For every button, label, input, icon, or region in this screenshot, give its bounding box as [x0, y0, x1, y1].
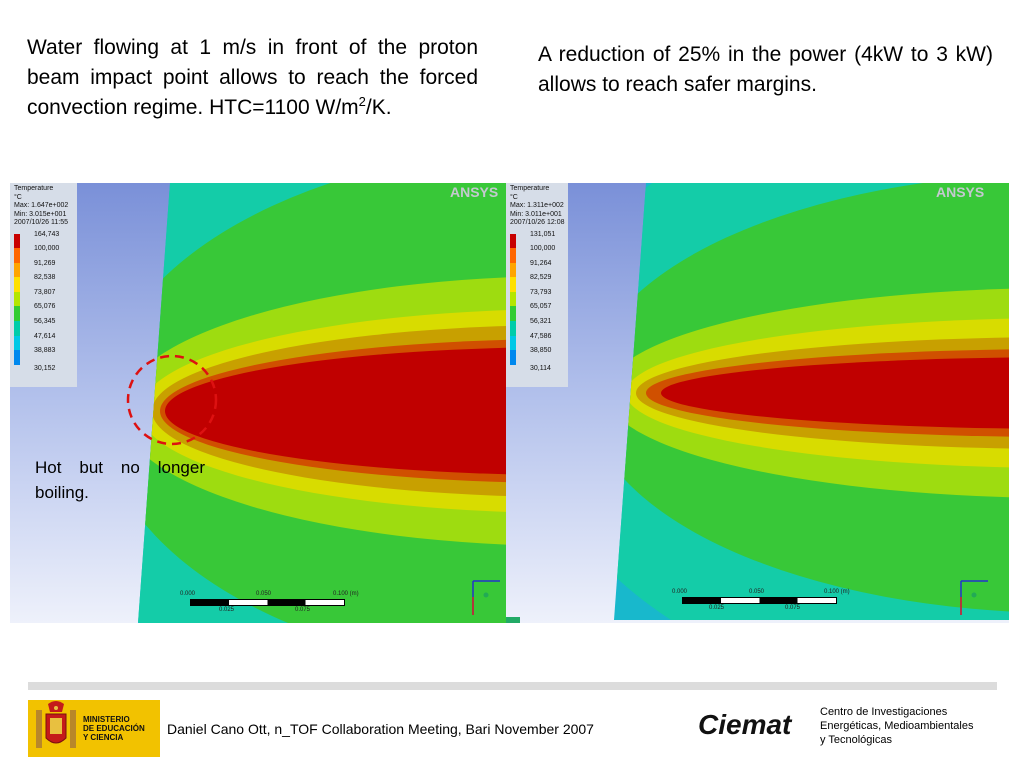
legend-header-min: Min: 3.015e+001 — [14, 210, 67, 218]
ministry-line: DE EDUCACIÓN — [83, 724, 145, 733]
footer-citation: Daniel Cano Ott, n_TOF Collaboration Mee… — [167, 721, 594, 737]
legend-level: 65,076 — [34, 303, 56, 311]
legend-level: 91,269 — [34, 259, 56, 267]
legend-swatch — [510, 248, 516, 263]
legend-level: 56,345 — [34, 318, 56, 326]
legend-level: 82,538 — [34, 274, 56, 282]
coat-of-arms-icon — [36, 701, 76, 748]
legend-level: 47,586 — [530, 332, 552, 340]
legend-swatch — [510, 306, 516, 322]
legend-level: 164,743 — [34, 230, 60, 238]
legend-swatch — [510, 321, 516, 336]
boiling-annotation: Hot but no longer boiling. — [35, 458, 205, 502]
temperature-legend: Temperature °C Max: 1.647e+002 Min: 3.01… — [10, 183, 77, 387]
left-paragraph: Water flowing at 1 m/s in front of the p… — [27, 36, 478, 119]
legend-level: 38,850 — [530, 347, 552, 355]
legend-swatch — [510, 335, 516, 351]
legend-level: 91,264 — [530, 259, 552, 267]
axis-triad — [472, 580, 500, 615]
ministry-line: MINISTERIO — [83, 715, 130, 724]
contour-band — [614, 183, 1009, 613]
legend-level: 56,321 — [530, 318, 552, 326]
legend-swatch — [14, 350, 20, 365]
legend-header-max: Max: 1.647e+002 — [14, 202, 69, 209]
legend-header-min: Min: 3.011e+001 — [510, 210, 562, 218]
legend-swatch — [510, 277, 516, 292]
legend-header-max: Max: 1.311e+002 — [510, 202, 564, 209]
contour-band — [138, 183, 506, 623]
ministry-line: Y CIENCIA — [83, 733, 124, 742]
legend-header-date: 2007/10/26 12:08 — [510, 219, 565, 226]
legend-header-title: Temperature — [510, 185, 550, 192]
legend-swatch — [14, 335, 20, 351]
legend-swatch — [14, 248, 20, 263]
temperature-contour-plot-right: ANSYS Temperature °C Max: 1.311e+002 Min… — [506, 183, 1009, 623]
legend-swatch — [14, 321, 20, 336]
ansys-watermark: ANSYS — [936, 184, 984, 200]
ciemat-institute-name: Centro de Investigaciones Energéticas, M… — [820, 706, 974, 746]
legend-level: 30,152 — [34, 364, 56, 372]
contour-band — [661, 357, 1009, 429]
legend-header-unit: °C — [14, 193, 22, 201]
contour-band — [165, 347, 506, 475]
ciemat-logo: Ciemat — [698, 709, 792, 740]
legend-swatch — [510, 291, 516, 307]
legend-level: 38,883 — [34, 347, 56, 355]
legend-swatch — [14, 277, 20, 292]
temperature-contour-plot-left: ANSYS Temperature °C Max: 1.647e+002 Min… — [10, 183, 506, 623]
legend-swatch — [14, 291, 20, 307]
legend-swatch — [510, 350, 516, 365]
legend-level: 100,000 — [530, 245, 556, 253]
axis-triad — [960, 580, 988, 615]
legend-level: 47,614 — [34, 332, 56, 340]
ansys-watermark: ANSYS — [450, 184, 498, 200]
legend-swatch — [510, 233, 516, 249]
legend-level: 82,529 — [530, 274, 552, 282]
legend-level: 30,114 — [530, 364, 551, 372]
contour-map-right: ANSYS — [506, 183, 1009, 623]
legend-swatch — [14, 306, 20, 322]
legend-level: 73,807 — [34, 288, 56, 296]
legend-level: 73,793 — [530, 288, 552, 296]
boiling-region-marker — [126, 354, 218, 446]
legend-header-unit: °C — [510, 193, 518, 201]
legend-level: 131,051 — [530, 230, 556, 238]
legend-header-title: Temperature — [14, 185, 54, 192]
temperature-legend: Temperature °C Max: 1.311e+002 Min: 3.01… — [506, 183, 568, 387]
legend-header-date: 2007/10/26 11:55 — [14, 219, 68, 226]
right-paragraph: A reduction of 25% in the power (4kW to … — [538, 43, 993, 96]
legend-level: 100,000 — [34, 245, 60, 253]
legend-swatch — [510, 262, 516, 278]
footer-divider — [28, 682, 997, 690]
ministry-logo: MINISTERIO DE EDUCACIÓN Y CIENCIA — [28, 700, 160, 757]
legend-swatch — [14, 262, 20, 278]
legend-level: 65,057 — [530, 303, 552, 311]
contour-map-left: ANSYS — [10, 183, 506, 623]
legend-swatch — [14, 233, 20, 249]
